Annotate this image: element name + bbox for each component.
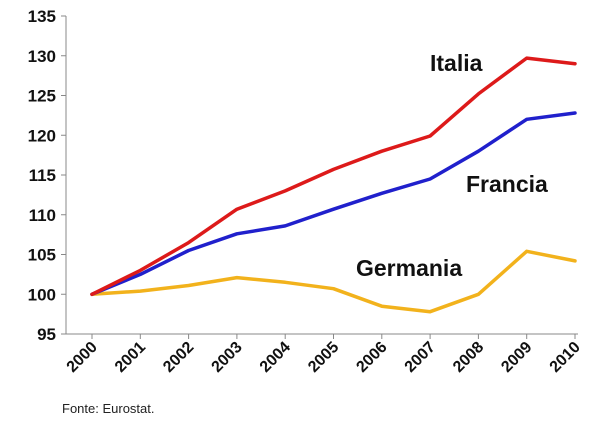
x-tick-label: 2009: [498, 339, 535, 376]
x-tick-label: 2001: [112, 339, 149, 376]
y-tick-label: 120: [28, 126, 56, 145]
series-labels: Italia Francia Germania: [356, 50, 548, 281]
series-line-italia: [90, 56, 577, 297]
y-tick-label: 105: [28, 246, 56, 265]
x-tick-label: 2006: [353, 339, 390, 376]
y-tick-label: 115: [29, 166, 56, 185]
x-tick-label: 2008: [450, 339, 487, 376]
y-tick-label: 135: [28, 7, 56, 26]
series-label-germania: Germania: [356, 255, 462, 281]
y-tick-label: 130: [28, 47, 56, 66]
y-tick-label: 110: [29, 206, 56, 225]
y-tick-labels: 95 100 105 110 115 120 125 130 135: [28, 7, 56, 344]
y-tick-label: 100: [28, 285, 56, 304]
x-tick-label: 2010: [547, 339, 584, 376]
series-label-italia: Italia: [430, 50, 483, 76]
y-tick-label: 125: [28, 87, 56, 106]
x-tick-label: 2003: [209, 339, 246, 376]
source-note: Fonte: Eurostat.: [62, 401, 155, 416]
series-lines: [90, 56, 577, 314]
series-line-francia: [90, 111, 577, 297]
series-line-germania: [90, 249, 577, 314]
x-tick-labels: 2000 2001 2002 2003 2004 2005 2006 2007 2008 2009…: [64, 339, 584, 376]
axes: [61, 15, 578, 339]
x-tick-label: 2007: [402, 339, 439, 376]
y-tick-label: 95: [37, 325, 56, 344]
x-tick-label: 2002: [160, 339, 197, 376]
series-label-francia: Francia: [466, 171, 548, 197]
x-tick-label: 2000: [64, 339, 101, 376]
x-tick-label: 2005: [305, 339, 342, 376]
x-tick-label: 2004: [257, 339, 294, 376]
